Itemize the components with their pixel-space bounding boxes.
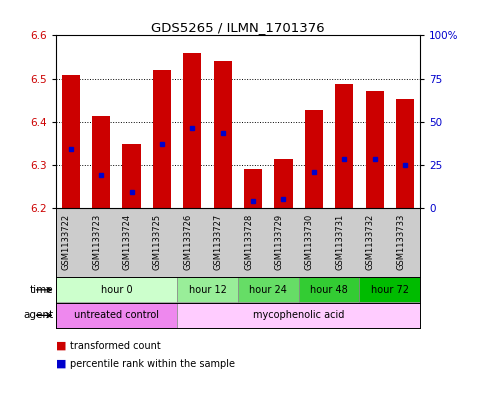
Text: ■: ■ [56,358,66,369]
Text: GSM1133728: GSM1133728 [244,214,253,270]
Bar [359,277,420,302]
Text: transformed count: transformed count [70,341,161,351]
Bar [183,53,201,208]
Text: GSM1133722: GSM1133722 [62,214,71,270]
Text: GSM1133732: GSM1133732 [366,214,375,270]
Text: hour 24: hour 24 [249,285,287,295]
Text: GSM1133727: GSM1133727 [213,214,223,270]
Bar [213,61,232,208]
Bar [274,158,293,208]
Bar [56,277,177,302]
Text: untreated control: untreated control [74,310,159,320]
Text: hour 12: hour 12 [188,285,227,295]
Text: time: time [29,285,53,295]
Text: GSM1133725: GSM1133725 [153,214,162,270]
Bar [335,84,354,208]
Text: GSM1133723: GSM1133723 [92,214,101,270]
Text: GSM1133726: GSM1133726 [183,214,192,270]
Text: GSM1133724: GSM1133724 [123,214,131,270]
Bar [92,116,110,208]
Bar [305,110,323,208]
Text: mycophenolic acid: mycophenolic acid [253,310,344,320]
Bar [238,277,298,302]
Text: agent: agent [23,310,53,320]
Text: ■: ■ [56,341,66,351]
Bar [396,99,414,208]
Text: GSM1133731: GSM1133731 [335,214,344,270]
Bar [177,277,238,302]
Bar [56,303,177,328]
Bar [298,277,359,302]
Bar [177,303,420,328]
Text: hour 0: hour 0 [100,285,132,295]
Bar [122,144,141,208]
Text: hour 48: hour 48 [310,285,348,295]
Text: percentile rank within the sample: percentile rank within the sample [70,358,235,369]
Text: GSM1133730: GSM1133730 [305,214,314,270]
Title: GDS5265 / ILMN_1701376: GDS5265 / ILMN_1701376 [151,21,325,34]
Text: GSM1133729: GSM1133729 [274,214,284,270]
Bar [62,75,80,208]
Text: hour 72: hour 72 [371,285,409,295]
Bar [153,70,171,208]
Text: GSM1133733: GSM1133733 [396,214,405,270]
Bar [244,169,262,208]
Bar [366,91,384,208]
